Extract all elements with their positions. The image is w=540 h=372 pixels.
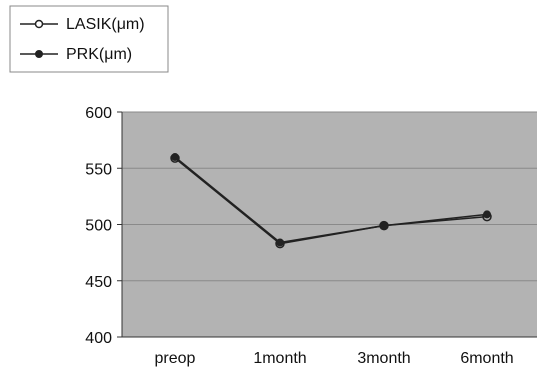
legend-box [9, 5, 169, 73]
y-axis: 400 450 500 550 600 [85, 105, 123, 347]
x-category-label: 6month [460, 350, 513, 367]
legend-entry-lasik: LASIK(μm) [20, 16, 145, 33]
x-axis: preop 1month 3month 6month [122, 336, 537, 367]
data-point-lasik [379, 220, 389, 231]
data-point-prk [171, 153, 179, 161]
legend-marker-lasik [34, 19, 44, 29]
y-tick-label: 450 [85, 274, 112, 291]
y-tick-label: 600 [85, 105, 112, 122]
data-point-prk [276, 238, 284, 247]
x-category-label: preop [155, 350, 196, 367]
series-line-prk [174, 156, 488, 244]
legend-label-prk: PRK(μm) [66, 46, 132, 63]
legend-marker-prk [35, 50, 43, 58]
x-category-label: 3month [357, 350, 410, 367]
legend-entry-prk: PRK(μm) [20, 46, 132, 63]
legend: LASIK(μm) PRK(μm) [9, 5, 169, 73]
series-group [170, 153, 492, 249]
y-tick-label: 400 [85, 330, 112, 347]
x-category-label: 1month [253, 350, 306, 367]
gridlines [122, 111, 537, 282]
y-tick-label: 550 [85, 161, 112, 178]
data-point-prk [483, 210, 491, 219]
data-point-prk [380, 221, 388, 230]
y-tick-label: 500 [85, 218, 112, 235]
legend-label-lasik: LASIK(μm) [66, 16, 145, 33]
